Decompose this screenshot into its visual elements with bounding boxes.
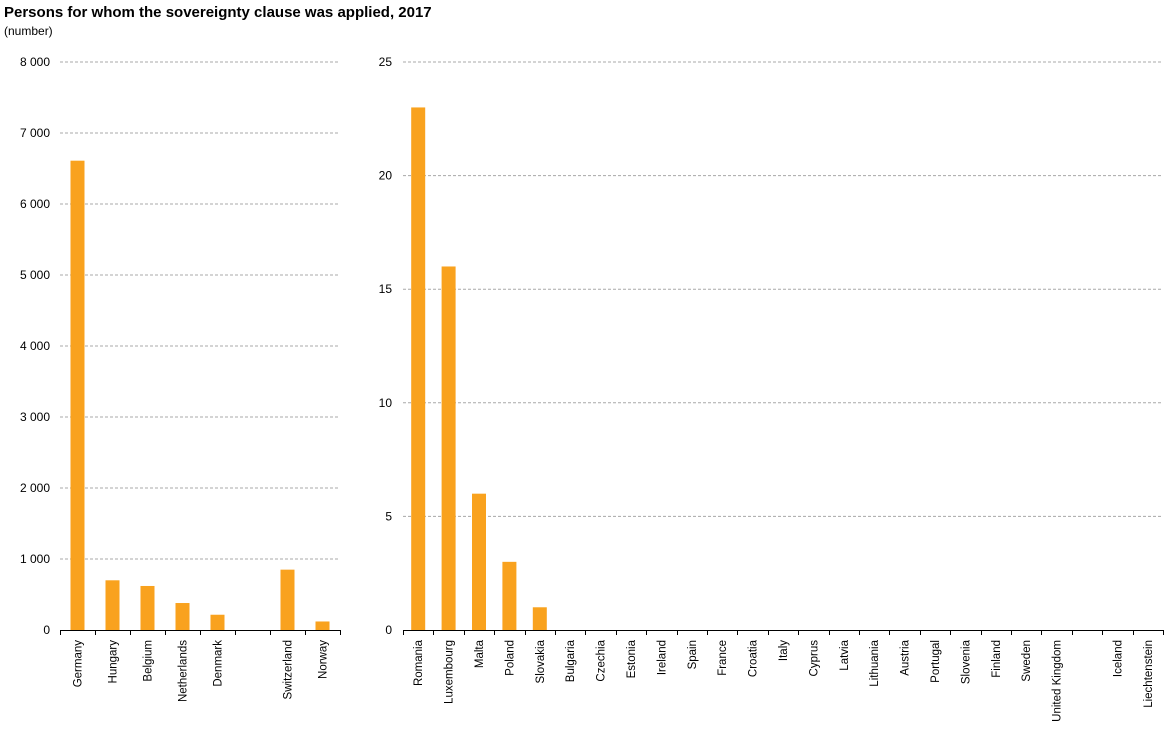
x-tick-label: Slovakia <box>535 639 547 683</box>
x-tick-label: Sweden <box>1021 640 1033 682</box>
x-tick-label: Denmark <box>213 640 225 687</box>
x-tick-label: Ireland <box>656 640 668 675</box>
x-tick-label: Croatia <box>748 639 760 677</box>
x-tick-label: Germany <box>73 640 85 688</box>
x-tick-label: Iceland <box>1112 640 1124 677</box>
x-tick-label: Belgium <box>143 640 155 682</box>
y-tick-label: 15 <box>379 282 393 296</box>
bar-germany <box>70 160 85 630</box>
y-tick-label: 5 <box>385 509 392 523</box>
y-tick-label: 2 000 <box>20 481 50 495</box>
x-tick-label: Poland <box>504 640 516 676</box>
y-tick-label: 1 000 <box>20 552 50 566</box>
x-tick-label: Latvia <box>839 639 851 670</box>
y-tick-label: 7 000 <box>20 126 50 140</box>
x-tick-label: France <box>717 640 729 676</box>
chart-panel-1: 0 1 000 2 000 3 000 4 000 5 000 6 000 7 000 8 00… <box>20 55 341 702</box>
chart-title: Persons for whom the sovereignty clause … <box>4 4 432 21</box>
bar-netherlands <box>175 603 190 630</box>
x-tick-label: Slovenia <box>960 639 972 684</box>
y-tick-label: 3 000 <box>20 410 50 424</box>
x-tick-label: Cyprus <box>808 640 820 677</box>
bar-romania <box>411 107 426 630</box>
bar-malta <box>472 493 486 630</box>
bar-norway <box>315 621 330 630</box>
x-tick-label: Finland <box>991 640 1003 678</box>
x-tick-label: United Kingdom <box>1052 640 1064 722</box>
x-tick-label: Estonia <box>626 639 638 678</box>
x-tick-label: Malta <box>474 639 486 668</box>
chart-subtitle: (number) <box>4 24 53 38</box>
y-tick-label: 10 <box>379 396 393 410</box>
x-tick-label: Luxembourg <box>444 640 456 704</box>
bar-denmark <box>210 614 225 630</box>
bar-switzerland <box>280 569 295 630</box>
y-tick-label: 4 000 <box>20 339 50 353</box>
x-tick-label: Lithuania <box>869 639 881 686</box>
x-tick-label: Switzerland <box>283 640 295 699</box>
bar-poland <box>502 561 517 630</box>
y-tick-label: 25 <box>379 55 393 69</box>
chart-panel-2: 0 5 10 15 20 25 Romania Luxembourg Malta Poland Sl… <box>379 55 1164 722</box>
x-tick-label: Romania <box>413 639 425 686</box>
x-tick-label: Liechtenstein <box>1143 640 1155 708</box>
bar-luxembourg <box>441 266 456 630</box>
y-tick-label: 0 <box>43 623 50 637</box>
x-tick-label: Austria <box>900 639 912 675</box>
x-tick-label: Czechia <box>596 639 608 681</box>
x-tick-label: Portugal <box>930 640 942 683</box>
x-tick-label: Bulgaria <box>565 639 577 682</box>
bar-belgium <box>140 585 155 630</box>
y-tick-label: 6 000 <box>20 197 50 211</box>
x-tick-label: Norway <box>318 640 330 679</box>
x-tick-label: Hungary <box>108 640 120 684</box>
y-tick-label: 0 <box>385 623 392 637</box>
bar-slovakia <box>532 607 547 630</box>
x-tick-label: Netherlands <box>178 640 190 702</box>
y-tick-label: 5 000 <box>20 268 50 282</box>
y-tick-label: 8 000 <box>20 55 50 69</box>
bar-hungary <box>105 580 120 630</box>
x-tick-label: Spain <box>687 640 699 669</box>
y-tick-label: 20 <box>379 169 393 183</box>
x-tick-label: Italy <box>778 640 790 661</box>
